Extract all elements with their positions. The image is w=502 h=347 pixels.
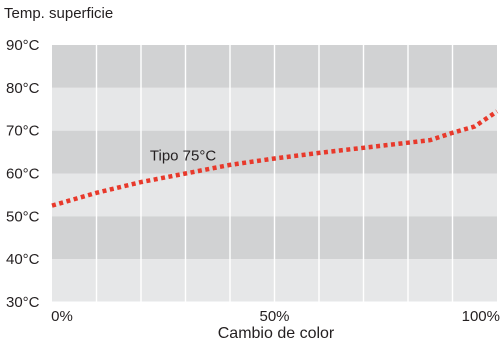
x-tick-label: 50% [259,308,289,325]
y-tick-label: 40°C [6,251,40,268]
x-axis-label: Cambio de color [217,325,335,342]
y-tick-label: 30°C [6,294,40,311]
series-line [51,109,499,208]
y-tick-label: 90°C [6,37,40,54]
y-tick-label: 70°C [6,123,40,140]
y-tick-label: 50°C [6,208,40,225]
x-tick-label: 100% [462,308,500,325]
chart-title: Temp. superficie [4,5,114,22]
y-tick-label: 60°C [6,166,40,183]
series-annotation: Tipo 75°C [150,148,216,165]
x-tick-label: 0% [51,308,73,325]
y-tick-label: 80°C [6,80,40,97]
